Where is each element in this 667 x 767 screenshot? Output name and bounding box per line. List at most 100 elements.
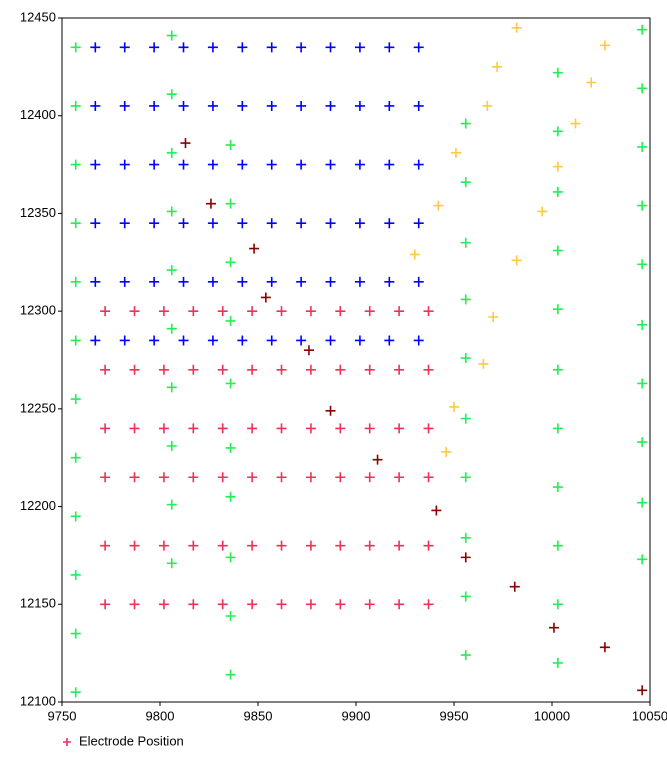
- point: [119, 159, 130, 170]
- point: [90, 335, 101, 346]
- point: [149, 276, 160, 287]
- point: [90, 159, 101, 170]
- point: [325, 405, 336, 416]
- point: [266, 159, 277, 170]
- point: [460, 650, 471, 661]
- point: [149, 159, 160, 170]
- point: [394, 540, 405, 551]
- point: [335, 364, 346, 375]
- point: [119, 100, 130, 111]
- point: [423, 423, 434, 434]
- point: [129, 599, 140, 610]
- point: [384, 335, 395, 346]
- point: [460, 552, 471, 563]
- point: [119, 335, 130, 346]
- point: [166, 206, 177, 217]
- point: [305, 599, 316, 610]
- point: [423, 540, 434, 551]
- point: [335, 599, 346, 610]
- point: [478, 358, 489, 369]
- point: [178, 42, 189, 53]
- point: [129, 472, 140, 483]
- point: [70, 394, 81, 405]
- point: [552, 364, 563, 375]
- point: [70, 276, 81, 287]
- point: [325, 159, 336, 170]
- point: [599, 642, 610, 653]
- point: [225, 257, 236, 268]
- point: [325, 42, 336, 53]
- point: [276, 364, 287, 375]
- point: [70, 335, 81, 346]
- point: [537, 206, 548, 217]
- point: [511, 22, 522, 33]
- point: [394, 364, 405, 375]
- point: [364, 423, 375, 434]
- point: [372, 454, 383, 465]
- point: [166, 558, 177, 569]
- point: [394, 306, 405, 317]
- point: [384, 100, 395, 111]
- point: [413, 276, 424, 287]
- point: [119, 276, 130, 287]
- point: [552, 540, 563, 551]
- point: [384, 276, 395, 287]
- y-tick-label: 12100: [20, 693, 56, 708]
- point: [188, 540, 199, 551]
- y-tick-label: 12350: [20, 205, 56, 220]
- x-tick-label: 10050: [632, 708, 667, 723]
- point: [637, 554, 648, 565]
- point: [413, 218, 424, 229]
- point: [276, 540, 287, 551]
- point: [423, 472, 434, 483]
- x-tick-label: 9900: [342, 708, 371, 723]
- point: [247, 472, 258, 483]
- point: [548, 622, 559, 633]
- point: [166, 440, 177, 451]
- point: [413, 42, 424, 53]
- point: [266, 218, 277, 229]
- point: [70, 628, 81, 639]
- point: [149, 42, 160, 53]
- point: [552, 423, 563, 434]
- point: [70, 100, 81, 111]
- point: [431, 505, 442, 516]
- point: [296, 218, 307, 229]
- point: [423, 364, 434, 375]
- point: [335, 472, 346, 483]
- y-tick-label: 12200: [20, 498, 56, 513]
- point: [100, 306, 111, 317]
- point: [413, 335, 424, 346]
- point: [119, 218, 130, 229]
- point: [70, 159, 81, 170]
- point: [460, 237, 471, 248]
- point: [296, 276, 307, 287]
- point: [552, 599, 563, 610]
- point: [158, 306, 169, 317]
- point: [70, 42, 81, 53]
- point: [225, 140, 236, 151]
- point: [637, 259, 648, 270]
- y-tick-label: 12300: [20, 303, 56, 318]
- point: [129, 306, 140, 317]
- point: [237, 335, 248, 346]
- point: [70, 511, 81, 522]
- point: [178, 159, 189, 170]
- point: [205, 198, 216, 209]
- point: [166, 265, 177, 276]
- point: [637, 83, 648, 94]
- point: [70, 218, 81, 229]
- point: [423, 599, 434, 610]
- point: [637, 319, 648, 330]
- point: [276, 423, 287, 434]
- point: [225, 552, 236, 563]
- point: [188, 472, 199, 483]
- point: [158, 599, 169, 610]
- point: [225, 198, 236, 209]
- point: [335, 423, 346, 434]
- point: [247, 423, 258, 434]
- point: [129, 540, 140, 551]
- point: [166, 323, 177, 334]
- y-tick-label: 12450: [20, 9, 56, 24]
